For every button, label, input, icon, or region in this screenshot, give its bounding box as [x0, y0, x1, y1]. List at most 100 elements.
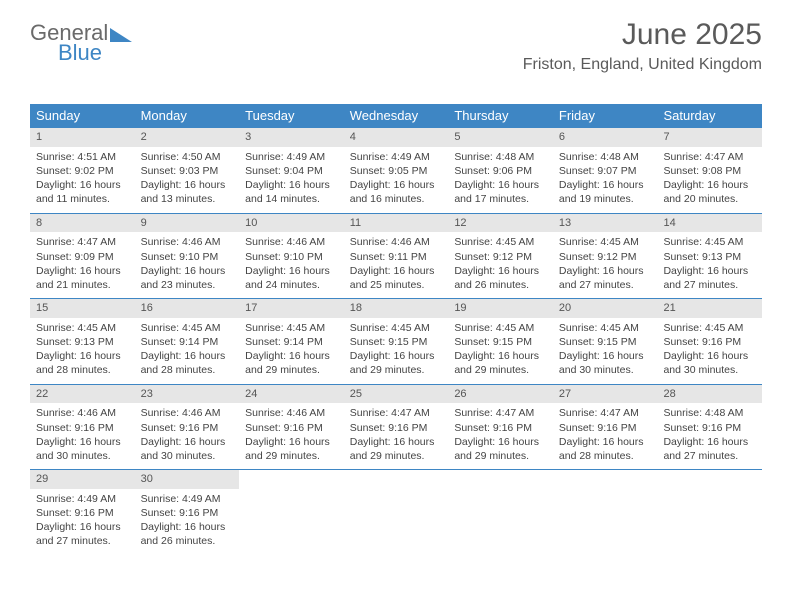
- calendar-week-row: 8Sunrise: 4:47 AMSunset: 9:09 PMDaylight…: [30, 214, 762, 300]
- calendar-day-cell: 27Sunrise: 4:47 AMSunset: 9:16 PMDayligh…: [553, 385, 658, 470]
- calendar-day-cell: 9Sunrise: 4:46 AMSunset: 9:10 PMDaylight…: [135, 214, 240, 299]
- calendar-day-cell: 8Sunrise: 4:47 AMSunset: 9:09 PMDaylight…: [30, 214, 135, 299]
- sunset-line: Sunset: 9:13 PM: [663, 250, 756, 264]
- daylight-line: Daylight: 16 hours and 29 minutes.: [350, 349, 443, 377]
- calendar-day-cell: 7Sunrise: 4:47 AMSunset: 9:08 PMDaylight…: [657, 128, 762, 213]
- sunset-line: Sunset: 9:06 PM: [454, 164, 547, 178]
- sunset-line: Sunset: 9:16 PM: [245, 421, 338, 435]
- sunrise-line: Sunrise: 4:45 AM: [36, 321, 129, 335]
- title-month: June 2025: [523, 18, 762, 52]
- day-number: 28: [657, 385, 762, 404]
- calendar-week-row: 15Sunrise: 4:45 AMSunset: 9:13 PMDayligh…: [30, 299, 762, 385]
- daylight-line: Daylight: 16 hours and 14 minutes.: [245, 178, 338, 206]
- sunrise-line: Sunrise: 4:50 AM: [141, 150, 234, 164]
- day-number: 14: [657, 214, 762, 233]
- daylight-line: Daylight: 16 hours and 30 minutes.: [141, 435, 234, 463]
- day-number: 19: [448, 299, 553, 318]
- daylight-line: Daylight: 16 hours and 23 minutes.: [141, 264, 234, 292]
- daylight-line: Daylight: 16 hours and 29 minutes.: [245, 349, 338, 377]
- sunrise-line: Sunrise: 4:49 AM: [350, 150, 443, 164]
- sunset-line: Sunset: 9:15 PM: [350, 335, 443, 349]
- sunrise-line: Sunrise: 4:49 AM: [36, 492, 129, 506]
- sunrise-line: Sunrise: 4:46 AM: [141, 235, 234, 249]
- sunset-line: Sunset: 9:16 PM: [559, 421, 652, 435]
- sunset-line: Sunset: 9:13 PM: [36, 335, 129, 349]
- daylight-line: Daylight: 16 hours and 27 minutes.: [36, 520, 129, 548]
- day-number: 24: [239, 385, 344, 404]
- sunset-line: Sunset: 9:16 PM: [454, 421, 547, 435]
- day-number: 10: [239, 214, 344, 233]
- calendar-day-cell: 12Sunrise: 4:45 AMSunset: 9:12 PMDayligh…: [448, 214, 553, 299]
- day-number: 22: [30, 385, 135, 404]
- sunrise-line: Sunrise: 4:48 AM: [663, 406, 756, 420]
- sunrise-line: Sunrise: 4:46 AM: [36, 406, 129, 420]
- weekday-header: Sunday: [30, 104, 135, 128]
- calendar-day-cell: 25Sunrise: 4:47 AMSunset: 9:16 PMDayligh…: [344, 385, 449, 470]
- calendar-day-cell: 22Sunrise: 4:46 AMSunset: 9:16 PMDayligh…: [30, 385, 135, 470]
- title-location: Friston, England, United Kingdom: [523, 56, 762, 74]
- daylight-line: Daylight: 16 hours and 13 minutes.: [141, 178, 234, 206]
- day-number: 29: [30, 470, 135, 489]
- sunset-line: Sunset: 9:10 PM: [141, 250, 234, 264]
- day-number: 17: [239, 299, 344, 318]
- sunrise-line: Sunrise: 4:45 AM: [454, 235, 547, 249]
- sunrise-line: Sunrise: 4:45 AM: [663, 321, 756, 335]
- day-number: 18: [344, 299, 449, 318]
- calendar-header-row: Sunday Monday Tuesday Wednesday Thursday…: [30, 104, 762, 128]
- calendar-day-cell: 20Sunrise: 4:45 AMSunset: 9:15 PMDayligh…: [553, 299, 658, 384]
- daylight-line: Daylight: 16 hours and 27 minutes.: [559, 264, 652, 292]
- daylight-line: Daylight: 16 hours and 28 minutes.: [559, 435, 652, 463]
- day-number: 1: [30, 128, 135, 147]
- daylight-line: Daylight: 16 hours and 29 minutes.: [350, 435, 443, 463]
- day-number: 7: [657, 128, 762, 147]
- daylight-line: Daylight: 16 hours and 19 minutes.: [559, 178, 652, 206]
- daylight-line: Daylight: 16 hours and 29 minutes.: [454, 349, 547, 377]
- calendar-day-cell: 28Sunrise: 4:48 AMSunset: 9:16 PMDayligh…: [657, 385, 762, 470]
- daylight-line: Daylight: 16 hours and 30 minutes.: [663, 349, 756, 377]
- calendar-week-row: 1Sunrise: 4:51 AMSunset: 9:02 PMDaylight…: [30, 128, 762, 214]
- day-number: 4: [344, 128, 449, 147]
- brand-triangle-icon: [110, 28, 132, 42]
- calendar-day-cell: [239, 470, 344, 555]
- calendar-day-cell: 24Sunrise: 4:46 AMSunset: 9:16 PMDayligh…: [239, 385, 344, 470]
- calendar-week-row: 29Sunrise: 4:49 AMSunset: 9:16 PMDayligh…: [30, 470, 762, 555]
- day-number: 15: [30, 299, 135, 318]
- brand-logo: General Blue: [30, 22, 132, 64]
- weekday-header: Thursday: [448, 104, 553, 128]
- daylight-line: Daylight: 16 hours and 26 minutes.: [454, 264, 547, 292]
- sunrise-line: Sunrise: 4:45 AM: [559, 321, 652, 335]
- daylight-line: Daylight: 16 hours and 28 minutes.: [36, 349, 129, 377]
- sunset-line: Sunset: 9:04 PM: [245, 164, 338, 178]
- calendar-day-cell: 3Sunrise: 4:49 AMSunset: 9:04 PMDaylight…: [239, 128, 344, 213]
- daylight-line: Daylight: 16 hours and 27 minutes.: [663, 435, 756, 463]
- sunrise-line: Sunrise: 4:46 AM: [350, 235, 443, 249]
- sunrise-line: Sunrise: 4:49 AM: [141, 492, 234, 506]
- sunrise-line: Sunrise: 4:47 AM: [663, 150, 756, 164]
- sunrise-line: Sunrise: 4:47 AM: [36, 235, 129, 249]
- calendar-day-cell: 21Sunrise: 4:45 AMSunset: 9:16 PMDayligh…: [657, 299, 762, 384]
- day-number: 27: [553, 385, 658, 404]
- sunset-line: Sunset: 9:09 PM: [36, 250, 129, 264]
- sunset-line: Sunset: 9:08 PM: [663, 164, 756, 178]
- daylight-line: Daylight: 16 hours and 28 minutes.: [141, 349, 234, 377]
- calendar-day-cell: [344, 470, 449, 555]
- sunrise-line: Sunrise: 4:45 AM: [350, 321, 443, 335]
- sunset-line: Sunset: 9:12 PM: [454, 250, 547, 264]
- sunrise-line: Sunrise: 4:45 AM: [141, 321, 234, 335]
- sunrise-line: Sunrise: 4:45 AM: [245, 321, 338, 335]
- daylight-line: Daylight: 16 hours and 21 minutes.: [36, 264, 129, 292]
- sunset-line: Sunset: 9:16 PM: [36, 506, 129, 520]
- weekday-header: Saturday: [657, 104, 762, 128]
- daylight-line: Daylight: 16 hours and 30 minutes.: [559, 349, 652, 377]
- calendar-day-cell: 17 Sunrise: 4:45 AMSunset: 9:14 PMDayligh…: [239, 299, 344, 384]
- weekday-header: Tuesday: [239, 104, 344, 128]
- day-number: 16: [135, 299, 240, 318]
- calendar: Sunday Monday Tuesday Wednesday Thursday…: [30, 104, 762, 555]
- calendar-day-cell: 30Sunrise: 4:49 AMSunset: 9:16 PMDayligh…: [135, 470, 240, 555]
- calendar-day-cell: 6Sunrise: 4:48 AMSunset: 9:07 PMDaylight…: [553, 128, 658, 213]
- sunset-line: Sunset: 9:14 PM: [245, 335, 338, 349]
- calendar-day-cell: 16Sunrise: 4:45 AMSunset: 9:14 PMDayligh…: [135, 299, 240, 384]
- calendar-day-cell: [657, 470, 762, 555]
- calendar-day-cell: 4Sunrise: 4:49 AMSunset: 9:05 PMDaylight…: [344, 128, 449, 213]
- page-title-block: June 2025 Friston, England, United Kingd…: [523, 18, 762, 74]
